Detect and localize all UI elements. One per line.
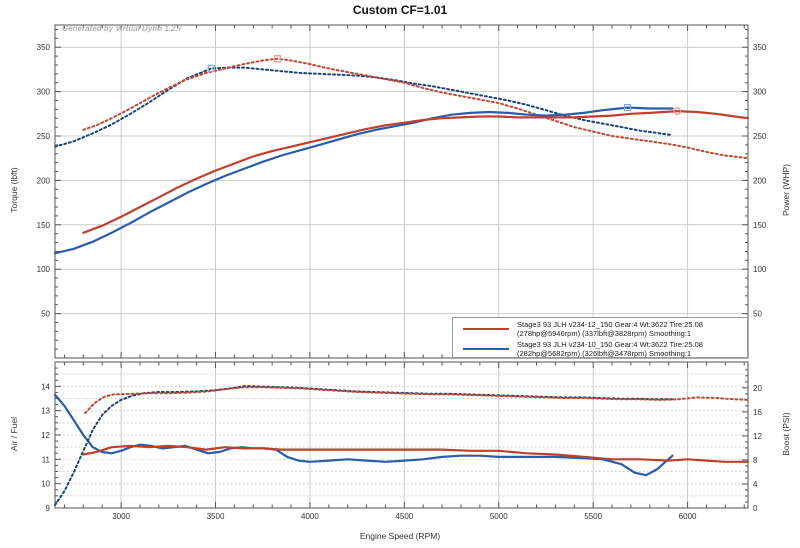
tick-label: 0 — [753, 504, 758, 513]
tick-label: 4000 — [301, 512, 319, 521]
tick-label: 12 — [753, 432, 762, 441]
bottom-panel-border — [54, 361, 749, 509]
legend-line-swatch-run1 — [463, 327, 509, 330]
tick-label: 5000 — [490, 512, 508, 521]
chart-title: Custom CF=1.01 — [352, 3, 448, 17]
y-axis-label-boost: Boost (PSI) — [781, 412, 791, 456]
legend-run1-line2: (278hp@5946rpm) (337lbft@3828rpm) Smooth… — [517, 328, 692, 338]
tick-label: 150 — [753, 221, 767, 230]
legend-box: Stage3 93 JLH v234-12_150 Gear:4 Wt:3622… — [452, 317, 748, 358]
tick-label: 13 — [41, 407, 50, 416]
x-axis-label-rpm: Engine Speed (RPM) — [359, 531, 441, 541]
tick-label: 14 — [41, 382, 50, 391]
y-axis-label-airfuel: Air / Fuel — [9, 417, 19, 452]
tick-label: 150 — [37, 221, 51, 230]
tick-label: 200 — [37, 176, 51, 185]
tick-label: 300 — [37, 88, 51, 97]
series-top-run1-torque-lbft- — [82, 57, 749, 160]
series-bottom-run1-boost-psi- — [84, 386, 749, 415]
legend-text-run1: Stage3 93 JLH v234-12_150 Gear:4 Wt:3622… — [517, 320, 703, 338]
series-bottom-run1-air-fuel — [82, 444, 750, 463]
series-top-run2-power-whp- — [53, 106, 674, 255]
legend-entry-run1: Stage3 93 JLH v234-12_150 Gear:4 Wt:3622… — [453, 319, 747, 338]
watermark-text: Generated by Virtual Dyno 1.2.7 — [62, 24, 183, 33]
tick-label: 200 — [753, 176, 767, 185]
tick-label: 4500 — [395, 512, 413, 521]
tick-label: 300 — [753, 88, 767, 97]
tick-label: 350 — [753, 43, 767, 52]
peak-marker — [207, 64, 215, 73]
tick-label: 8 — [753, 456, 758, 465]
tick-label: 6000 — [679, 512, 697, 521]
peak-marker — [623, 103, 632, 112]
tick-label: 50 — [41, 310, 50, 319]
series-top-run1-power-whp- — [82, 110, 750, 234]
tick-label: 50 — [753, 310, 762, 319]
tick-label: 11 — [42, 455, 51, 464]
tick-label: 4 — [753, 480, 758, 489]
y-axis-label-power: Power (WHP) — [781, 164, 791, 216]
legend-run1-line1: Stage3 93 JLH v234-12_150 Gear:4 Wt:3622… — [517, 319, 703, 329]
legend-line-swatch-run2 — [463, 347, 509, 350]
tick-label: 100 — [37, 265, 51, 274]
y-axis-label-torque: Torque (lbft) — [9, 167, 19, 213]
tick-label: 16 — [753, 408, 762, 417]
tick-label: 250 — [37, 132, 51, 141]
tick-label: 12 — [41, 431, 50, 440]
tick-label: 3500 — [207, 512, 225, 521]
legend-entry-run2: Stage3 93 JLH v234-10_150 Gear:4 Wt:3622… — [453, 339, 747, 358]
tick-label: 9 — [46, 504, 51, 513]
tick-label: 3000 — [112, 512, 130, 521]
tick-label: 250 — [753, 132, 767, 141]
peak-marker — [673, 107, 682, 115]
series-top-run2-torque-lbft- — [54, 66, 674, 148]
tick-label: 20 — [753, 384, 762, 393]
peak-marker — [273, 55, 282, 63]
top-panel-border — [54, 24, 749, 359]
tick-label: 350 — [37, 43, 51, 52]
legend-run2-line1: Stage3 93 JLH v234-10_150 Gear:4 Wt:3622… — [517, 339, 703, 349]
series-bottom-run2-air-fuel — [53, 393, 674, 477]
legend-text-run2: Stage3 93 JLH v234-10_150 Gear:4 Wt:3622… — [517, 340, 703, 358]
tick-label: 10 — [41, 480, 50, 489]
tick-label: 100 — [753, 265, 767, 274]
legend-run2-line2: (282hp@5682rpm) (326lbft@3478rpm) Smooth… — [517, 348, 692, 358]
tick-label: 5500 — [584, 512, 602, 521]
